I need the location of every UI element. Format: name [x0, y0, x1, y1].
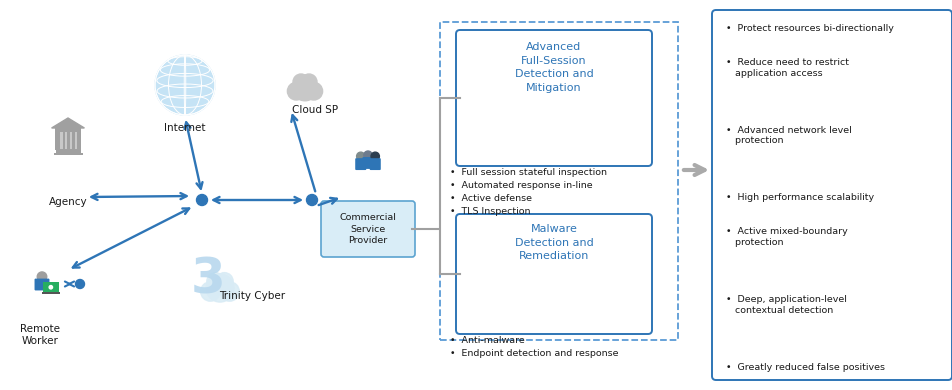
Text: Agency: Agency — [49, 197, 88, 207]
Text: •  Greatly reduced false positives: • Greatly reduced false positives — [726, 363, 885, 372]
Text: Cloud SP: Cloud SP — [292, 105, 338, 115]
Circle shape — [293, 74, 309, 90]
FancyBboxPatch shape — [456, 214, 652, 334]
FancyBboxPatch shape — [456, 30, 652, 166]
Text: Remote
Worker: Remote Worker — [20, 324, 60, 346]
FancyBboxPatch shape — [363, 157, 373, 169]
Circle shape — [371, 152, 380, 161]
Text: Internet: Internet — [165, 123, 206, 133]
Text: Commercial
Service
Provider: Commercial Service Provider — [340, 213, 396, 245]
Circle shape — [75, 280, 85, 289]
Circle shape — [301, 74, 317, 90]
FancyBboxPatch shape — [369, 158, 381, 170]
Circle shape — [292, 75, 318, 101]
Circle shape — [357, 152, 365, 161]
Circle shape — [37, 272, 47, 282]
FancyBboxPatch shape — [70, 132, 72, 149]
Text: •  Full session stateful inspection
•  Automated response in-line
•  Active defe: • Full session stateful inspection • Aut… — [450, 168, 607, 216]
Text: •  High performance scalability: • High performance scalability — [726, 193, 874, 202]
Text: •  Deep, application-level
   contextual detection: • Deep, application-level contextual det… — [726, 295, 847, 315]
FancyBboxPatch shape — [43, 282, 59, 293]
Text: 3: 3 — [190, 256, 226, 304]
FancyBboxPatch shape — [60, 132, 63, 149]
FancyBboxPatch shape — [65, 132, 68, 149]
FancyBboxPatch shape — [57, 148, 78, 151]
FancyBboxPatch shape — [712, 10, 952, 380]
Circle shape — [305, 82, 323, 100]
Text: •  Active mixed-boundary
   protection: • Active mixed-boundary protection — [726, 227, 847, 247]
FancyBboxPatch shape — [34, 278, 50, 291]
FancyBboxPatch shape — [55, 151, 81, 153]
Circle shape — [196, 195, 208, 206]
FancyBboxPatch shape — [355, 158, 367, 170]
Polygon shape — [51, 118, 85, 128]
Circle shape — [215, 273, 233, 290]
Text: Trinity Cyber: Trinity Cyber — [219, 291, 285, 301]
Circle shape — [364, 151, 372, 160]
Text: •  Protect resources bi-directionally: • Protect resources bi-directionally — [726, 24, 894, 33]
Text: Advanced
Full-Session
Detection and
Mitigation: Advanced Full-Session Detection and Miti… — [515, 42, 593, 93]
Circle shape — [201, 282, 220, 301]
Circle shape — [307, 195, 318, 206]
Text: •  Anti-malware
•  Endpoint detection and response: • Anti-malware • Endpoint detection and … — [450, 336, 619, 358]
Circle shape — [206, 274, 234, 302]
Text: Malware
Detection and
Remediation: Malware Detection and Remediation — [515, 224, 593, 261]
Circle shape — [288, 82, 305, 100]
FancyBboxPatch shape — [42, 292, 60, 294]
Text: •  Advanced network level
   protection: • Advanced network level protection — [726, 126, 852, 145]
Circle shape — [50, 285, 52, 289]
Circle shape — [220, 282, 239, 301]
Text: •  Reduce need to restrict
   application access: • Reduce need to restrict application ac… — [726, 58, 849, 78]
FancyBboxPatch shape — [53, 152, 83, 155]
Circle shape — [155, 55, 215, 115]
FancyBboxPatch shape — [321, 201, 415, 257]
FancyBboxPatch shape — [75, 132, 77, 149]
FancyBboxPatch shape — [55, 128, 81, 150]
Circle shape — [207, 273, 225, 290]
